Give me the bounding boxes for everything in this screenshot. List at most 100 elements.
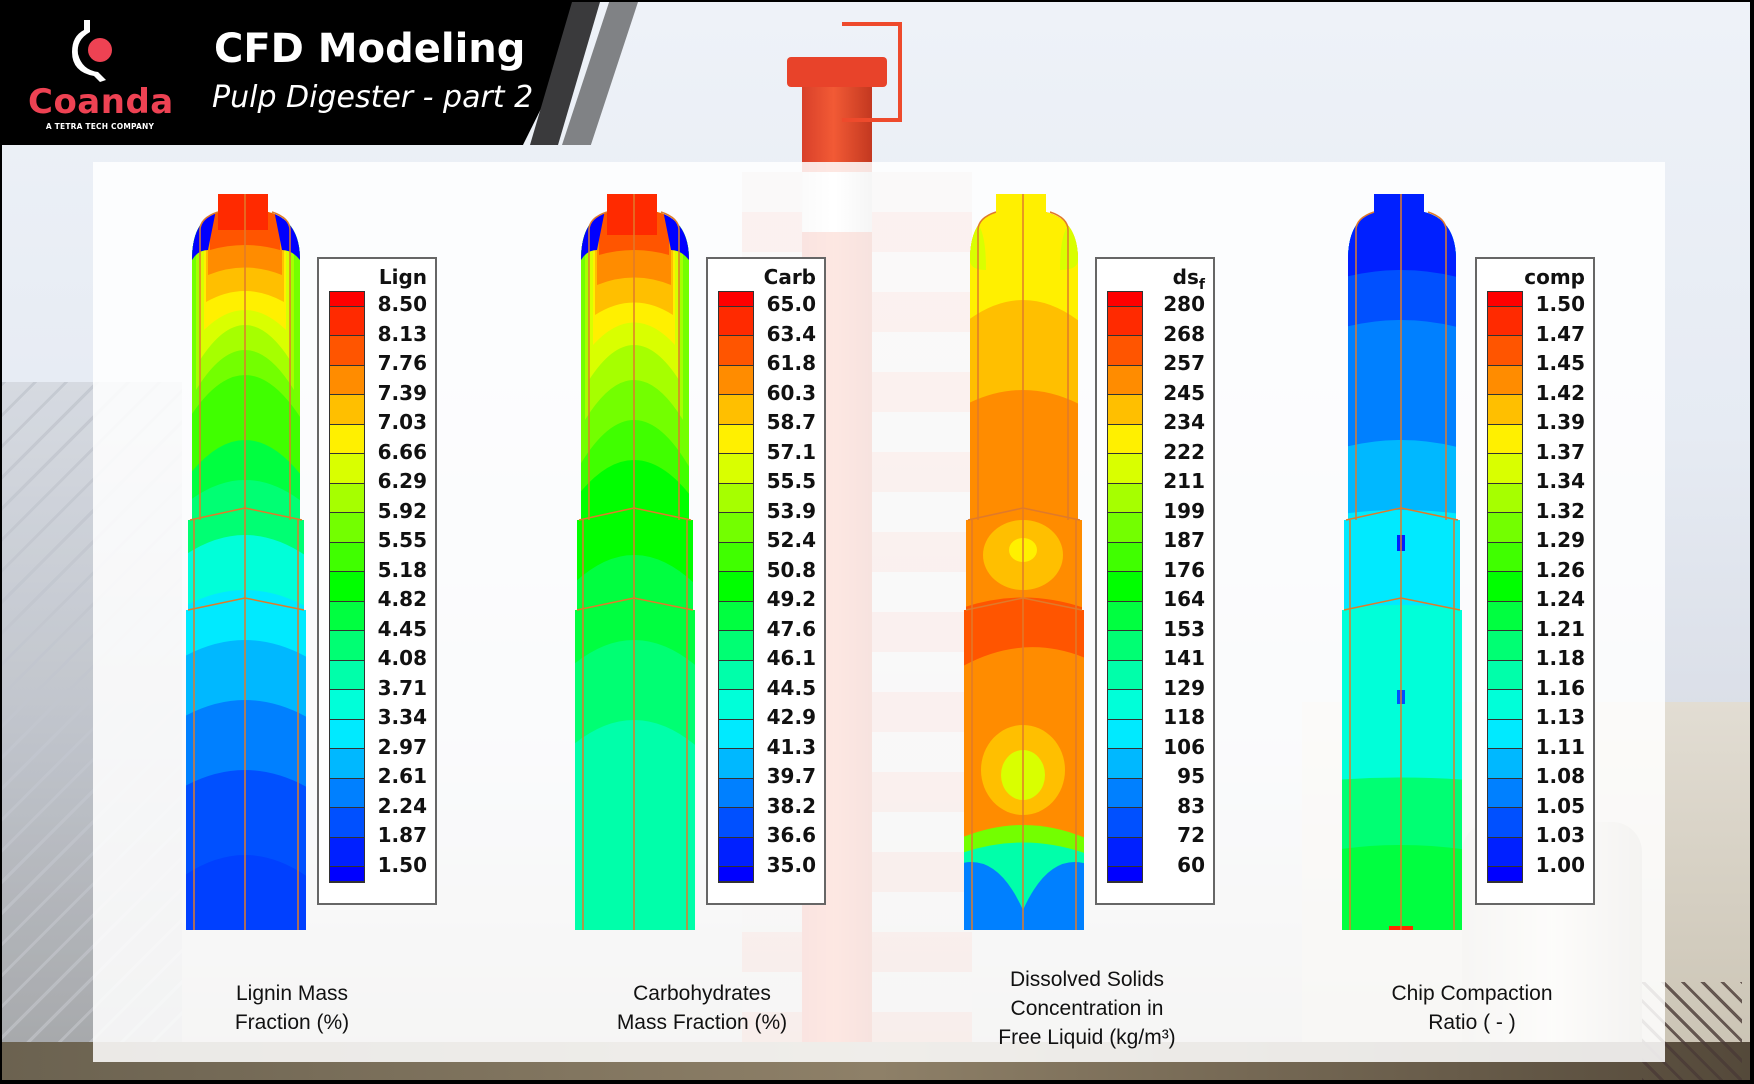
legend-tick-label: 4.45 bbox=[377, 616, 427, 641]
legend-tick-label: 53.9 bbox=[766, 498, 816, 523]
legend-tick-label: 7.76 bbox=[377, 351, 427, 375]
legend-color-swatch bbox=[1488, 690, 1522, 720]
legend-labels: 65.0 63.4 61.8 60.3 58.7 57.1 55.5 53.9 52.4 50.8… bbox=[767, 289, 816, 879]
legend-color-swatch bbox=[1108, 601, 1142, 632]
legend-title: Lign bbox=[378, 265, 427, 289]
legend-color-swatch bbox=[719, 601, 753, 632]
legend-tick-label: 176 bbox=[1163, 557, 1205, 582]
legend-color-swatch bbox=[719, 631, 753, 661]
legend-color-swatch bbox=[719, 306, 753, 337]
legend-tick-label: 234 bbox=[1163, 410, 1205, 434]
legend-color-swatch bbox=[1108, 306, 1142, 337]
legend-color-swatch bbox=[330, 336, 364, 366]
legend-color-swatch bbox=[1108, 336, 1142, 366]
legend-tick-label: 49.2 bbox=[766, 587, 816, 611]
carbohydrates-caption: Carbohydrates Mass Fraction (%) bbox=[592, 979, 812, 1037]
legend-labels: 280 268 257 245 234 222 211 199 187 176 164 153 141 1… bbox=[1163, 289, 1205, 879]
legend-color-swatch bbox=[719, 395, 753, 425]
legend-color-swatch bbox=[1488, 660, 1522, 691]
legend-color-swatch bbox=[1488, 306, 1522, 337]
legend-color-swatch bbox=[1108, 513, 1142, 543]
legend-title-subscript: f bbox=[1198, 277, 1205, 293]
dissolved-solids-legend: dsf 280 268 257 245 234 222 211 199 187 176 164 153… bbox=[1095, 257, 1215, 905]
caption-line: Fraction (%) bbox=[234, 1011, 350, 1034]
legend-color-swatch bbox=[330, 778, 364, 809]
legend-tick-label: 52.4 bbox=[766, 528, 816, 552]
legend-color-swatch bbox=[719, 292, 753, 307]
legend-color-swatch bbox=[719, 365, 753, 396]
legend-tick-label: 1.32 bbox=[1535, 498, 1585, 523]
legend-tick-label: 2.61 bbox=[377, 764, 427, 788]
legend-tick-label: 36.6 bbox=[766, 823, 816, 847]
legend-color-swatch bbox=[330, 660, 364, 691]
legend-tick-label: 6.29 bbox=[377, 469, 427, 493]
legend-color-swatch bbox=[719, 749, 753, 779]
legend-tick-label: 1.37 bbox=[1535, 439, 1585, 464]
legend-color-swatch bbox=[330, 867, 364, 882]
legend-color-swatch bbox=[719, 690, 753, 720]
legend-color-swatch bbox=[330, 292, 364, 307]
legend-color-swatch bbox=[719, 778, 753, 809]
lignin-caption: Lignin Mass Fraction (%) bbox=[192, 979, 392, 1037]
chip-compaction-legend: comp 1.50 1.47 1.45 1.42 1.39 1.37 1.34 1.32 1.2… bbox=[1475, 257, 1595, 905]
legend-color-swatch bbox=[1108, 690, 1142, 720]
legend-tick-label: 38.2 bbox=[766, 793, 816, 818]
dissolved-solids-contour-plot bbox=[964, 194, 1084, 930]
legend-tick-label: 47.6 bbox=[766, 616, 816, 641]
legend-color-swatch bbox=[330, 837, 364, 868]
legend-color-swatch bbox=[330, 542, 364, 573]
legend-color-swatch bbox=[1488, 483, 1522, 514]
legend-color-swatch bbox=[1488, 336, 1522, 366]
legend-tick-label: 7.39 bbox=[377, 380, 427, 405]
legend-tick-label: 1.45 bbox=[1535, 351, 1585, 375]
legend-tick-label: 1.39 bbox=[1535, 410, 1585, 434]
carbohydrates-contour-plot bbox=[575, 194, 695, 930]
legend-color-swatch bbox=[1108, 660, 1142, 691]
legend-color-swatch bbox=[1108, 778, 1142, 809]
legend-color-swatch bbox=[1108, 424, 1142, 455]
legend-tick-label: 1.03 bbox=[1535, 823, 1585, 847]
legend-color-swatch bbox=[1488, 867, 1522, 882]
legend-color-swatch bbox=[1108, 837, 1142, 868]
legend-tick-label: 257 bbox=[1163, 351, 1205, 375]
legend-color-swatch bbox=[1488, 513, 1522, 543]
background-stack-top bbox=[787, 57, 887, 87]
legend-color-swatch bbox=[330, 601, 364, 632]
legend-color-swatch bbox=[1488, 749, 1522, 779]
legend-color-swatch bbox=[1488, 601, 1522, 632]
legend-color-swatch bbox=[719, 808, 753, 838]
legend-color-swatch bbox=[719, 719, 753, 750]
legend-color-swatch bbox=[1108, 631, 1142, 661]
legend-color-swatch bbox=[1108, 454, 1142, 484]
caption-line: Mass Fraction (%) bbox=[616, 1011, 788, 1034]
legend-tick-label: 63.4 bbox=[766, 321, 816, 346]
legend-color-swatch bbox=[719, 867, 753, 882]
carbohydrates-legend: Carb 65.0 63.4 61.8 60.3 58.7 57.1 55.5 53.9 52.… bbox=[706, 257, 826, 905]
legend-color-swatch bbox=[1488, 572, 1522, 602]
legend-color-swatch bbox=[330, 395, 364, 425]
legend-tick-label: 1.18 bbox=[1535, 646, 1585, 670]
legend-tick-label: 4.82 bbox=[377, 587, 427, 611]
legend-color-bar bbox=[718, 291, 754, 883]
legend-tick-label: 8.50 bbox=[377, 292, 427, 316]
legend-color-swatch bbox=[1108, 395, 1142, 425]
legend-tick-label: 280 bbox=[1163, 292, 1205, 316]
legend-tick-label: 1.50 bbox=[377, 852, 427, 877]
legend-color-swatch bbox=[719, 660, 753, 691]
legend-tick-label: 58.7 bbox=[766, 410, 816, 434]
legend-color-swatch bbox=[719, 336, 753, 366]
legend-color-swatch bbox=[1488, 778, 1522, 809]
caption-line: Free Liquid (kg/m³) bbox=[998, 1026, 1176, 1049]
legend-tick-label: 4.08 bbox=[377, 646, 427, 670]
caption-line: Concentration in bbox=[1010, 997, 1164, 1020]
legend-color-swatch bbox=[330, 365, 364, 396]
legend-tick-label: 83 bbox=[1177, 793, 1205, 818]
logo-tagline: A TETRA TECH COMPANY bbox=[45, 122, 155, 131]
legend-tick-label: 6.66 bbox=[377, 439, 427, 464]
background-platform bbox=[842, 22, 902, 122]
legend-labels: 8.50 8.13 7.76 7.39 7.03 6.66 6.29 5.92 5.55 5.18… bbox=[378, 289, 427, 879]
legend-color-swatch bbox=[1108, 292, 1142, 307]
legend-color-swatch bbox=[1488, 837, 1522, 868]
legend-color-swatch bbox=[719, 572, 753, 602]
